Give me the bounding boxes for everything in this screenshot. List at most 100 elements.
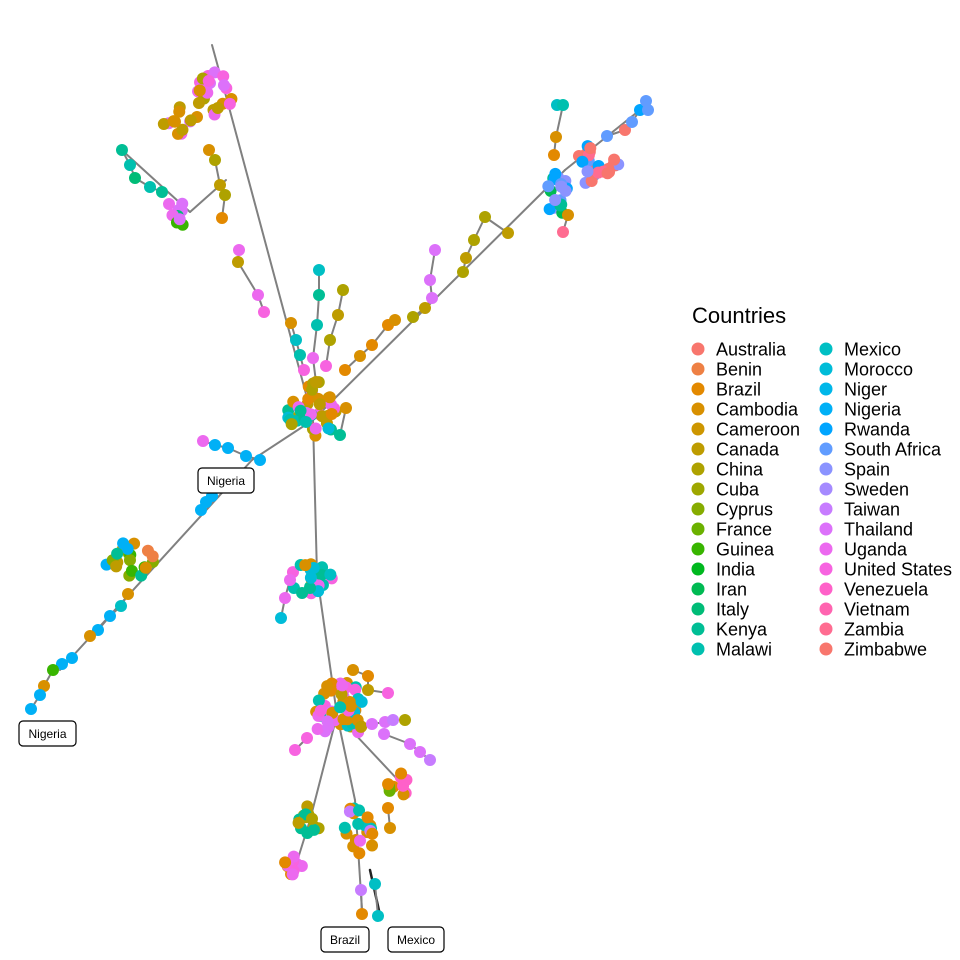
node	[192, 96, 205, 109]
node	[557, 226, 569, 238]
node	[84, 630, 96, 642]
node	[173, 105, 186, 118]
legend-item: Zimbabwe	[819, 640, 927, 660]
node	[111, 547, 124, 560]
node	[323, 391, 336, 404]
node	[338, 821, 351, 834]
node	[294, 404, 307, 417]
node	[640, 95, 652, 107]
legend-label: United States	[844, 560, 952, 580]
node	[337, 284, 349, 296]
legend-item: Uganda	[819, 540, 908, 560]
legend-label: Australia	[716, 340, 787, 360]
node	[284, 574, 296, 586]
callout-label: Nigeria	[207, 474, 245, 488]
legend-item: Kenya	[691, 620, 768, 640]
node	[362, 670, 374, 682]
legend-item: China	[691, 460, 764, 480]
node	[209, 439, 221, 451]
legend-item: Cambodia	[691, 400, 799, 420]
legend-item: Brazil	[691, 380, 761, 400]
legend-label: Morocco	[844, 360, 913, 380]
legend-item: Cameroon	[691, 420, 800, 440]
legend-item: France	[691, 520, 772, 540]
node	[299, 415, 312, 428]
node	[222, 442, 234, 454]
node	[315, 568, 328, 581]
node	[310, 376, 322, 388]
node	[324, 334, 336, 346]
node	[193, 84, 206, 97]
node	[289, 744, 301, 756]
node	[549, 167, 562, 180]
node	[311, 319, 323, 331]
node	[626, 116, 638, 128]
node	[173, 213, 186, 226]
node	[184, 114, 197, 127]
legend-label: Benin	[716, 360, 762, 380]
node	[203, 144, 215, 156]
legend-swatch	[819, 342, 833, 356]
legend-label: Malawi	[716, 640, 772, 660]
node	[123, 554, 136, 567]
legend-swatch	[819, 462, 833, 476]
node	[355, 695, 368, 708]
node	[314, 704, 327, 717]
node	[219, 189, 231, 201]
node	[562, 209, 574, 221]
node	[322, 422, 335, 435]
node	[353, 847, 366, 860]
node	[353, 804, 366, 817]
node	[125, 564, 138, 577]
legend-item: Thailand	[819, 520, 913, 540]
legend-label: Cameroon	[716, 420, 800, 440]
node	[642, 104, 654, 116]
legend-swatch	[819, 542, 833, 556]
legend-label: Zimbabwe	[844, 640, 927, 660]
node	[66, 652, 78, 664]
legend-label: Mexico	[844, 340, 901, 360]
legend: Countries AustraliaBeninBrazilCambodiaCa…	[691, 303, 952, 660]
node	[384, 822, 396, 834]
node	[334, 429, 346, 441]
legend-swatch	[691, 602, 705, 616]
node	[110, 560, 123, 573]
node	[313, 264, 325, 276]
node	[334, 701, 347, 714]
node	[141, 544, 154, 557]
legend-label: Thailand	[844, 520, 913, 540]
node	[34, 689, 46, 701]
node	[387, 714, 399, 726]
node	[232, 256, 244, 268]
node	[144, 181, 156, 193]
node	[156, 186, 168, 198]
edge	[309, 714, 338, 821]
legend-item: Malawi	[691, 640, 772, 660]
node	[325, 407, 338, 420]
node	[397, 788, 410, 801]
node	[157, 118, 170, 131]
legend-label: Venezuela	[844, 580, 929, 600]
node	[366, 339, 378, 351]
legend-label: Cuba	[716, 480, 760, 500]
legend-swatch	[691, 522, 705, 536]
node	[320, 360, 332, 372]
node	[352, 817, 365, 830]
node	[217, 70, 230, 83]
legend-item: Cyprus	[691, 500, 773, 520]
node	[117, 537, 130, 550]
legend-swatch	[691, 502, 705, 516]
legend-swatch	[819, 442, 833, 456]
node	[311, 722, 324, 735]
node	[549, 193, 562, 206]
node	[361, 811, 374, 824]
legend-label: Taiwan	[844, 500, 900, 520]
node	[25, 703, 37, 715]
node	[378, 728, 390, 740]
node	[163, 197, 176, 210]
node	[197, 435, 209, 447]
legend-swatch	[819, 382, 833, 396]
node	[457, 266, 469, 278]
edge	[312, 169, 566, 421]
node	[252, 289, 264, 301]
